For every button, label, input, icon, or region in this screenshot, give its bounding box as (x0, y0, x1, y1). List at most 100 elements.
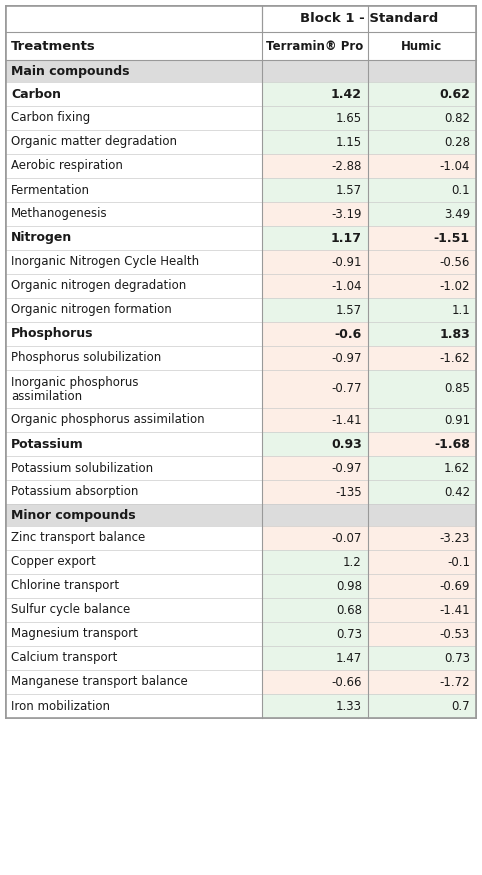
Bar (368, 298, 476, 322)
Text: 0.82: 0.82 (444, 111, 470, 124)
Bar (6, 432, 262, 456)
Text: Aerobic respiration: Aerobic respiration (11, 159, 123, 172)
Text: -0.97: -0.97 (332, 461, 362, 474)
Text: -0.56: -0.56 (440, 255, 470, 269)
Text: -1.62: -1.62 (440, 352, 470, 365)
Bar (6, 178, 262, 202)
Text: -1.02: -1.02 (440, 279, 470, 292)
Text: -0.69: -0.69 (440, 579, 470, 592)
Bar (368, 526, 476, 550)
Bar (368, 82, 476, 106)
Text: Nitrogen: Nitrogen (11, 232, 72, 244)
Text: Main compounds: Main compounds (11, 65, 130, 78)
Bar (6, 622, 262, 646)
Text: -1.41: -1.41 (440, 604, 470, 617)
Text: Minor compounds: Minor compounds (11, 508, 135, 522)
Text: Calcium transport: Calcium transport (11, 652, 118, 664)
Text: -0.97: -0.97 (332, 352, 362, 365)
Text: 0.68: 0.68 (336, 604, 362, 617)
Bar (262, 480, 368, 504)
Text: Inorganic phosphorus: Inorganic phosphorus (11, 376, 138, 389)
Text: -0.07: -0.07 (332, 531, 362, 544)
Bar (262, 250, 368, 274)
Text: 0.42: 0.42 (444, 486, 470, 499)
Bar (368, 480, 476, 504)
Bar (6, 526, 262, 550)
Text: assimilation: assimilation (11, 390, 82, 403)
Text: Carbon: Carbon (11, 88, 61, 101)
Text: 1.42: 1.42 (331, 88, 362, 101)
Bar (262, 178, 368, 202)
Text: 0.85: 0.85 (444, 382, 470, 396)
Text: -0.91: -0.91 (332, 255, 362, 269)
Bar (6, 408, 262, 432)
Bar (262, 408, 368, 432)
Text: 0.62: 0.62 (439, 88, 470, 101)
Text: Magnesium transport: Magnesium transport (11, 627, 138, 640)
Text: Block 1 - Standard: Block 1 - Standard (300, 12, 438, 25)
Bar (262, 130, 368, 154)
Text: -2.88: -2.88 (332, 159, 362, 172)
Bar (262, 526, 368, 550)
Text: Fermentation: Fermentation (11, 184, 90, 197)
Text: Inorganic Nitrogen Cycle Health: Inorganic Nitrogen Cycle Health (11, 255, 199, 269)
Bar (6, 226, 262, 250)
Text: Sulfur cycle balance: Sulfur cycle balance (11, 604, 130, 617)
Bar (6, 6, 262, 32)
Text: 0.93: 0.93 (331, 438, 362, 451)
Bar (6, 322, 262, 346)
Text: Manganese transport balance: Manganese transport balance (11, 676, 188, 689)
Text: 1.83: 1.83 (439, 327, 470, 340)
Bar (6, 598, 262, 622)
Text: Phosphorus solubilization: Phosphorus solubilization (11, 352, 161, 365)
Text: -1.51: -1.51 (434, 232, 470, 244)
Text: Potassium solubilization: Potassium solubilization (11, 461, 153, 474)
Bar (6, 6, 476, 718)
Text: 1.65: 1.65 (336, 111, 362, 124)
Bar (368, 226, 476, 250)
Bar (6, 370, 262, 408)
Bar (6, 154, 262, 178)
Text: -0.6: -0.6 (335, 327, 362, 340)
Bar (368, 646, 476, 670)
Bar (368, 106, 476, 130)
Text: Humic: Humic (402, 39, 442, 52)
Bar (368, 274, 476, 298)
Bar (368, 250, 476, 274)
Text: Methanogenesis: Methanogenesis (11, 207, 107, 220)
Bar (6, 274, 262, 298)
Bar (368, 202, 476, 226)
Bar (262, 432, 368, 456)
Bar (262, 694, 368, 718)
Bar (262, 298, 368, 322)
Text: 0.1: 0.1 (451, 184, 470, 197)
Bar (262, 6, 476, 32)
Bar (6, 670, 262, 694)
Text: 0.7: 0.7 (451, 699, 470, 712)
Bar (368, 598, 476, 622)
Text: -3.19: -3.19 (332, 207, 362, 220)
Bar (262, 106, 368, 130)
Text: Organic nitrogen degradation: Organic nitrogen degradation (11, 279, 186, 292)
Bar (368, 370, 476, 408)
Text: 1.47: 1.47 (335, 652, 362, 664)
Bar (6, 32, 262, 60)
Text: 0.91: 0.91 (444, 414, 470, 426)
Text: Organic phosphorus assimilation: Organic phosphorus assimilation (11, 414, 205, 426)
Text: 1.57: 1.57 (336, 184, 362, 197)
Bar (6, 130, 262, 154)
Bar (368, 550, 476, 574)
Bar (262, 456, 368, 480)
Text: -0.1: -0.1 (447, 556, 470, 569)
Text: Zinc transport balance: Zinc transport balance (11, 531, 145, 544)
Bar (368, 432, 476, 456)
Bar (368, 130, 476, 154)
Text: Chlorine transport: Chlorine transport (11, 579, 119, 592)
Bar (262, 82, 368, 106)
Bar (6, 60, 476, 82)
Text: 1.15: 1.15 (336, 136, 362, 149)
Bar (6, 346, 262, 370)
Bar (262, 274, 368, 298)
Bar (6, 82, 262, 106)
Bar (368, 346, 476, 370)
